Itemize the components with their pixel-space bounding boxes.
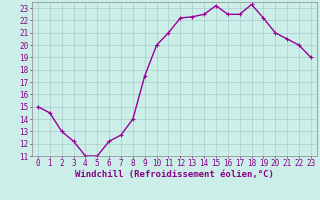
X-axis label: Windchill (Refroidissement éolien,°C): Windchill (Refroidissement éolien,°C) (75, 170, 274, 179)
